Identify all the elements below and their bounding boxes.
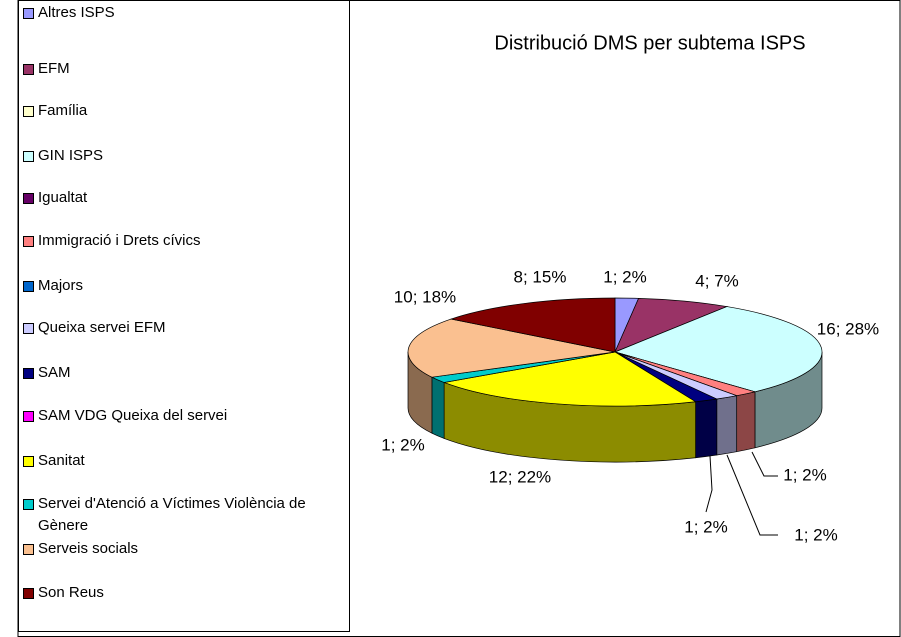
- legend-label: Majors: [38, 277, 84, 294]
- legend-entry: Serveis socials: [23, 538, 343, 560]
- legend-swatch: [23, 456, 34, 467]
- legend-label: GIN ISPS: [38, 147, 104, 164]
- legend-swatch: [23, 544, 34, 555]
- data-label: 1; 2%: [381, 435, 424, 454]
- legend-label: EFM: [38, 60, 70, 77]
- legend-label: SAM: [38, 364, 71, 381]
- data-label: 1; 2%: [794, 525, 837, 544]
- legend-entry: Sanitat: [23, 450, 343, 472]
- legend-label: Servei d'Atenció a Víctimes Violència de…: [38, 495, 306, 534]
- data-label: 12; 22%: [489, 467, 551, 486]
- data-label: 1; 2%: [603, 267, 646, 286]
- slice: [613, 306, 823, 393]
- legend-entry: SAM: [23, 362, 343, 384]
- data-label: 1; 2%: [783, 465, 826, 484]
- slice: [407, 318, 616, 378]
- legend-swatch: [23, 588, 34, 599]
- slice-side: [716, 395, 738, 456]
- legend: Altres ISPS EFM Família GIN ISPS Igualtat Imm…: [18, 0, 350, 632]
- slice-side: [431, 376, 445, 439]
- legend-label: Família: [38, 102, 88, 119]
- legend-entry: Immigració i Drets cívics: [23, 230, 343, 252]
- data-label: 10; 18%: [394, 287, 456, 306]
- slice-side: [695, 398, 718, 459]
- legend-entry: GIN ISPS: [23, 145, 343, 167]
- legend-entry: Majors: [23, 275, 343, 297]
- legend-swatch: [23, 323, 34, 334]
- data-label: 16; 28%: [817, 319, 879, 338]
- legend-entry: Família: [23, 100, 343, 122]
- slice: [442, 351, 697, 407]
- legend-label: Sanitat: [38, 452, 85, 469]
- legend-label: SAM VDG Queixa del servei: [38, 407, 228, 424]
- chart-title: Distribució DMS per subtema ISPS: [494, 32, 805, 54]
- data-label: 1; 2%: [684, 517, 727, 536]
- legend-swatch: [23, 368, 34, 379]
- legend-swatch: [23, 151, 34, 162]
- data-label: 4; 7%: [695, 271, 738, 290]
- legend-swatch: [23, 499, 34, 510]
- data-label: 8; 15%: [514, 267, 567, 286]
- legend-label: Igualtat: [38, 189, 88, 206]
- legend-entry: Queixa servei EFM: [23, 317, 343, 339]
- leader-line: [751, 451, 778, 477]
- legend-entry: EFM: [23, 58, 343, 80]
- legend-label: Serveis socials: [38, 540, 139, 557]
- legend-label: Son Reus: [38, 584, 104, 601]
- legend-swatch: [23, 281, 34, 292]
- legend-swatch: [23, 106, 34, 117]
- legend-swatch: [23, 236, 34, 247]
- slice: [449, 297, 616, 353]
- legend-label: Queixa servei EFM: [38, 319, 166, 336]
- legend-swatch: [23, 411, 34, 422]
- legend-entry: Altres ISPS: [23, 2, 343, 24]
- legend-entry: Son Reus: [23, 582, 343, 604]
- legend-swatch: [23, 64, 34, 75]
- legend-swatch: [23, 193, 34, 204]
- legend-entry: Servei d'Atenció a Víctimes Violència de…: [23, 493, 343, 537]
- leader-line: [726, 454, 778, 536]
- slice-side: [736, 391, 756, 453]
- legend-entry: SAM VDG Queixa del servei: [23, 405, 343, 427]
- legend-swatch: [23, 8, 34, 19]
- legend-label: Altres ISPS: [38, 4, 115, 21]
- legend-entry: Igualtat: [23, 187, 343, 209]
- leader-line: [705, 455, 713, 513]
- legend-label: Immigració i Drets cívics: [38, 232, 201, 249]
